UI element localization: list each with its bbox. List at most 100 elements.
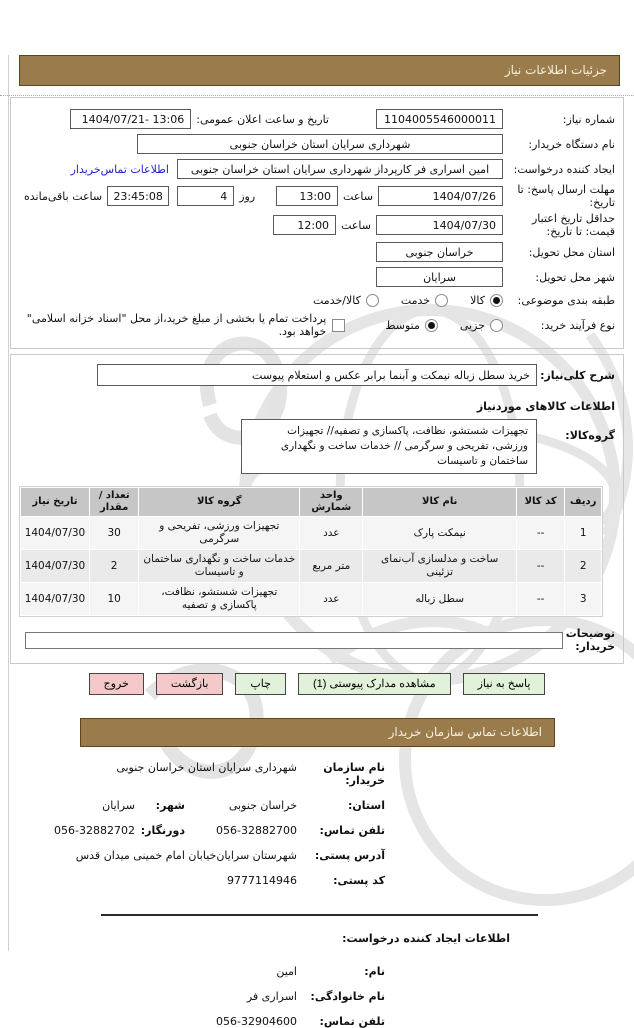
print-button[interactable]: چاپ	[235, 673, 286, 695]
reply-deadline-date-field[interactable]: 1404/07/26	[377, 186, 503, 206]
reply-deadline-date: 1404/07/26	[432, 189, 496, 203]
col-header-group: گروه کالا	[139, 488, 300, 516]
details-header-bar: جزئیات اطلاعات نیاز	[19, 55, 620, 86]
creator-first-name-value: امین	[276, 965, 297, 978]
radio-selected-icon[interactable]	[424, 318, 438, 332]
reply-to-need-button[interactable]: پاسخ به نیاز	[462, 673, 546, 695]
contact-phone-value: 056-32882700	[185, 824, 297, 837]
contact-address-row: آدرس پستی: شهرستان سرایان‌خیابان امام خم…	[0, 849, 385, 862]
need-info-form: شماره نیاز: 1104005546000011 تاریخ و ساع…	[10, 97, 624, 349]
announce-datetime-field[interactable]: 1404/07/21- 13:06	[70, 109, 192, 129]
subject-class-row: طبقه بندی موضوعی: کالا خدمت کالا/خدمت	[19, 291, 615, 309]
cell-item-name: ساخت و مدلسازی آب‌نمای تزئینی	[363, 550, 516, 582]
price-validity-label: حداقل تاریخ اعتبار قیمت: تا تاریخ:	[531, 212, 615, 238]
delivery-province-label: استان محل تحویل:	[528, 245, 615, 259]
buyer-notes-row: توضیحات خریدار:	[19, 627, 615, 653]
reply-deadline-row: مهلت ارسال پاسخ: تا تاریخ: 1404/07/26 سا…	[19, 183, 615, 209]
contact-org-row: نام سازمان خریدار: شهرداری سرایان استان …	[0, 761, 385, 787]
contact-postal-row: کد پستی: 9777114946	[0, 874, 385, 887]
contact-postal-label: کد پستی:	[333, 874, 385, 887]
radio-icon[interactable]	[490, 318, 503, 332]
delivery-province-field[interactable]: خراسان جنوبی	[376, 242, 503, 262]
creator-heading: اطلاعات ایجاد کننده درخواست:	[342, 932, 510, 945]
request-creator-field[interactable]: امین اسراری فر کارپرداز شهرداری سرایان ا…	[177, 159, 503, 179]
contact-city-label: شهر:	[155, 799, 185, 812]
contact-fax-value: 056-32882702	[0, 824, 135, 837]
request-creator-label: ایجاد کننده درخواست:	[513, 162, 615, 176]
creator-phone-row: تلفن تماس: 056-32904600	[0, 1015, 385, 1028]
remaining-time-value: 23:45:08	[113, 189, 163, 203]
section-divider	[101, 914, 538, 916]
checkbox-icon[interactable]	[332, 318, 346, 332]
contact-header-title: اطلاعات تماس سازمان خریدار	[388, 725, 542, 739]
buyer-org-value: شهرداری سرایان استان خراسان جنوبی	[229, 137, 411, 151]
reply-deadline-label: مهلت ارسال پاسخ: تا تاریخ:	[517, 183, 615, 209]
treasury-checkbox-label: پرداخت تمام یا بخشی از مبلغ خرید،از محل …	[26, 312, 327, 338]
radio-icon[interactable]	[435, 293, 449, 307]
exit-button[interactable]: خروج	[88, 673, 144, 695]
need-number-value: 1104005546000011	[384, 112, 496, 126]
radio-option-goods[interactable]: کالا	[470, 293, 503, 307]
need-number-field[interactable]: 1104005546000011	[376, 109, 503, 129]
need-date-value: 1404/07/30	[24, 592, 86, 605]
radio-selected-icon[interactable]	[490, 293, 503, 307]
creator-last-name-row: نام خانوادگی: اسراری فر	[0, 990, 385, 1003]
fax-number: 056-32882702	[54, 824, 135, 837]
process-type-label: نوع فرآیند خرید:	[540, 318, 615, 332]
view-attachments-button[interactable]: مشاهده مدارک پیوستی (1)	[297, 673, 451, 695]
radio-option-minor-label: جزیی	[459, 318, 485, 332]
reply-hour-field[interactable]: 13:00	[275, 186, 339, 206]
goods-table: ردیف کد کالا نام کالا واحد شمارش گروه کا…	[19, 486, 603, 617]
col-header-item-code: کد کالا	[516, 488, 565, 516]
goods-group-field[interactable]: تجهیزات شستشو، نظافت، پاکسازی و تصفیه// …	[241, 419, 537, 474]
goods-table-header-row: ردیف کد کالا نام کالا واحد شمارش گروه کا…	[21, 488, 601, 516]
radio-option-minor[interactable]: جزیی	[459, 318, 503, 332]
delivery-province-row: استان محل تحویل: خراسان جنوبی	[19, 241, 615, 263]
creator-first-name-label: نام:	[364, 965, 385, 978]
price-validity-hour-field[interactable]: 12:00	[273, 215, 337, 235]
reply-hour-label: ساعت	[343, 189, 373, 203]
details-header-title: جزئیات اطلاعات نیاز	[504, 63, 607, 77]
cell-unit: عدد	[300, 583, 363, 615]
request-creator-value: امین اسراری فر کارپرداز شهرداری سرایان ا…	[190, 162, 490, 176]
days-field[interactable]: 4	[177, 186, 235, 206]
radio-option-goods-service-label: کالا/خدمت	[313, 293, 361, 307]
cell-item-name: نیمکت پارک	[363, 517, 516, 549]
cell-item-code: --	[516, 517, 565, 549]
announce-datetime-value: 1404/07/21- 13:06	[81, 112, 185, 126]
radio-option-medium[interactable]: متوسط	[385, 318, 438, 332]
need-desc-field[interactable]: خرید سطل زباله نیمکت و آبنما برابر عکس و…	[97, 364, 537, 386]
request-creator-row: ایجاد کننده درخواست: امین اسراری فر کارپ…	[19, 158, 615, 180]
contact-block: نام سازمان خریدار: شهرداری سرایان استان …	[0, 761, 385, 887]
buyer-contact-link[interactable]: اطلاعات تماس‌خریدار	[70, 162, 169, 176]
delivery-city-label: شهر محل تحویل:	[535, 270, 615, 284]
col-header-need-date: تاریخ نیاز	[21, 488, 89, 516]
price-validity-date-field[interactable]: 1404/07/30	[376, 215, 503, 235]
contact-postal-value: 9777114946	[0, 874, 297, 887]
subject-class-label: طبقه بندی موضوعی:	[517, 293, 615, 307]
need-desc-label: شرح کلی‌نیاز:	[540, 368, 615, 382]
phone-number: 056-32882700	[216, 824, 297, 837]
delivery-city-field[interactable]: سرایان	[376, 267, 503, 287]
treasury-checkbox-row[interactable]: پرداخت تمام یا بخشی از مبلغ خرید،از محل …	[19, 312, 346, 338]
remaining-time-field[interactable]: 23:45:08	[107, 186, 170, 206]
radio-option-goods-service[interactable]: کالا/خدمت	[313, 293, 379, 307]
goods-info-heading: اطلاعات کالاهای موردنیاز	[476, 400, 615, 413]
buyer-org-field[interactable]: شهرداری سرایان استان خراسان جنوبی	[137, 134, 503, 154]
delivery-city-value: سرایان	[423, 270, 456, 284]
col-header-item-name: نام کالا	[363, 488, 516, 516]
action-buttons: پاسخ به نیاز مشاهده مدارک پیوستی (1) چاپ…	[0, 673, 634, 695]
price-validity-hour-label: ساعت	[341, 218, 371, 232]
buyer-notes-field[interactable]	[25, 631, 563, 649]
cell-group: تجهیزات ورزشی، تفریحی و سرگرمی	[139, 517, 300, 549]
radio-icon[interactable]	[365, 293, 379, 307]
need-desc-row: شرح کلی‌نیاز: خرید سطل زباله نیمکت و آبن…	[19, 364, 615, 386]
page-left-border	[8, 55, 9, 951]
radio-option-service[interactable]: خدمت	[401, 293, 449, 307]
need-date-value: 1404/07/30	[24, 559, 86, 572]
cell-quantity: 2	[89, 550, 139, 582]
process-type-row: نوع فرآیند خرید: جزیی متوسط پرداخت تمام …	[19, 312, 615, 338]
contact-city-value: سرایان	[102, 799, 135, 812]
back-button[interactable]: بازگشت	[155, 673, 224, 695]
postal-code: 9777114946	[227, 874, 297, 887]
